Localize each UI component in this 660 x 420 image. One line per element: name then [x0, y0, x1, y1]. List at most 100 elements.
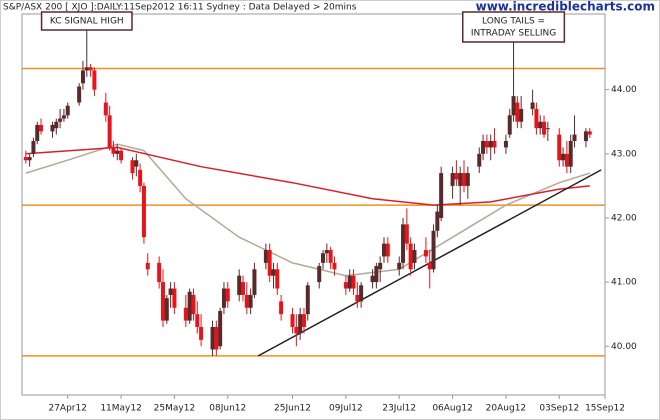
candle-body: [545, 128, 550, 130]
candle-body: [450, 173, 455, 186]
candle-body: [225, 288, 230, 302]
candle-body: [160, 282, 165, 321]
candle-body: [503, 141, 508, 148]
annotation-box: [40, 11, 133, 31]
candle-body: [423, 250, 428, 257]
candle-body: [530, 102, 535, 109]
candle-body: [347, 275, 352, 289]
candle-body: [172, 288, 177, 308]
candle-body: [385, 243, 390, 257]
annotation-text: INTRADAY SELLING: [471, 29, 556, 39]
candle-body: [31, 141, 36, 154]
candle-body: [39, 124, 44, 132]
candle-body: [324, 250, 329, 254]
candle-body: [511, 96, 516, 116]
chart-title: S&P/ASX 200 [ XJO ]:DAILY:11Sep2012 16:1…: [3, 3, 357, 13]
candle-body: [218, 310, 223, 347]
candle-body: [244, 294, 249, 308]
candle-body: [321, 253, 326, 263]
candle-body: [111, 147, 116, 154]
x-tick-label: 25May12: [154, 404, 196, 414]
x-tick-label: 27Apr12: [48, 404, 86, 414]
candle-body: [435, 211, 440, 231]
x-tick-label: 20Aug12: [486, 404, 526, 414]
candle-body: [462, 173, 467, 186]
candle-body: [61, 115, 66, 119]
candle-body: [488, 141, 493, 148]
candle-body: [404, 224, 409, 244]
candle-body: [477, 153, 482, 167]
candle-body: [370, 275, 375, 283]
candle-body: [191, 294, 196, 315]
candle-body: [103, 102, 108, 116]
x-tick-label: 03Sep12: [539, 404, 579, 414]
candle-body: [77, 86, 82, 103]
y-tick-label: 40.00: [611, 342, 637, 352]
watermark: www.incrediblecharts.com: [476, 0, 655, 14]
x-tick-label: 23Jul12: [382, 404, 416, 414]
candle-body: [343, 282, 348, 289]
candle-body: [92, 70, 97, 90]
candle-body: [35, 124, 40, 141]
candle-body: [248, 294, 253, 308]
candle-body: [484, 141, 489, 148]
candle-body: [210, 327, 215, 350]
candle-body: [138, 169, 143, 186]
x-tick-label: 11May12: [100, 404, 142, 414]
candle-body: [355, 294, 360, 302]
candle-body: [439, 173, 444, 218]
candle-body: [50, 124, 55, 132]
candle-body: [557, 134, 562, 161]
candle-body: [298, 314, 303, 334]
candle-body: [542, 121, 547, 135]
candle-body: [564, 153, 569, 167]
candle-body: [515, 102, 520, 122]
candle-body: [221, 288, 226, 308]
candle-body: [134, 160, 139, 167]
candle-body: [275, 269, 280, 289]
candle-body: [199, 327, 204, 340]
candle-body: [572, 134, 577, 141]
candle-body: [294, 327, 299, 334]
candle-body: [195, 314, 200, 328]
candle-body: [279, 301, 284, 315]
candle-body: [119, 150, 124, 161]
candle-body: [317, 266, 322, 283]
moving-average: [25, 146, 590, 206]
candle-body: [351, 275, 356, 289]
x-tick-label: 08Jun12: [209, 404, 246, 414]
candle-body: [23, 157, 28, 161]
candle-body: [241, 282, 246, 295]
candle-body: [534, 108, 539, 129]
candle-body: [145, 262, 150, 270]
candle-body: [378, 262, 383, 270]
y-tick-label: 43.00: [611, 149, 637, 159]
candle-body: [157, 262, 162, 283]
candle-body: [381, 243, 386, 257]
x-tick-label: 09Jul12: [329, 404, 363, 414]
candle-body: [587, 131, 592, 135]
candle-body: [538, 121, 543, 129]
candle-body: [65, 105, 70, 116]
candle-body: [107, 115, 112, 148]
candle-body: [267, 250, 272, 276]
candle-body: [397, 262, 402, 270]
x-tick-label: 06Aug12: [432, 404, 472, 414]
candle-body: [263, 250, 268, 263]
candle-body: [412, 250, 417, 263]
y-tick-label: 44.00: [611, 85, 637, 95]
candle-body: [237, 275, 242, 295]
candle-body: [492, 141, 497, 148]
candle-body: [568, 141, 573, 167]
candle-body: [583, 131, 588, 141]
x-tick-label: 25Jun12: [274, 404, 311, 414]
candle-body: [214, 327, 219, 350]
candle-body: [301, 314, 306, 328]
x-tick-label: 15Sep12: [585, 404, 625, 414]
candle-body: [481, 141, 486, 154]
candle-body: [408, 243, 413, 270]
candle-body: [374, 266, 379, 283]
candle-body: [115, 150, 120, 154]
candle-body: [130, 160, 135, 174]
